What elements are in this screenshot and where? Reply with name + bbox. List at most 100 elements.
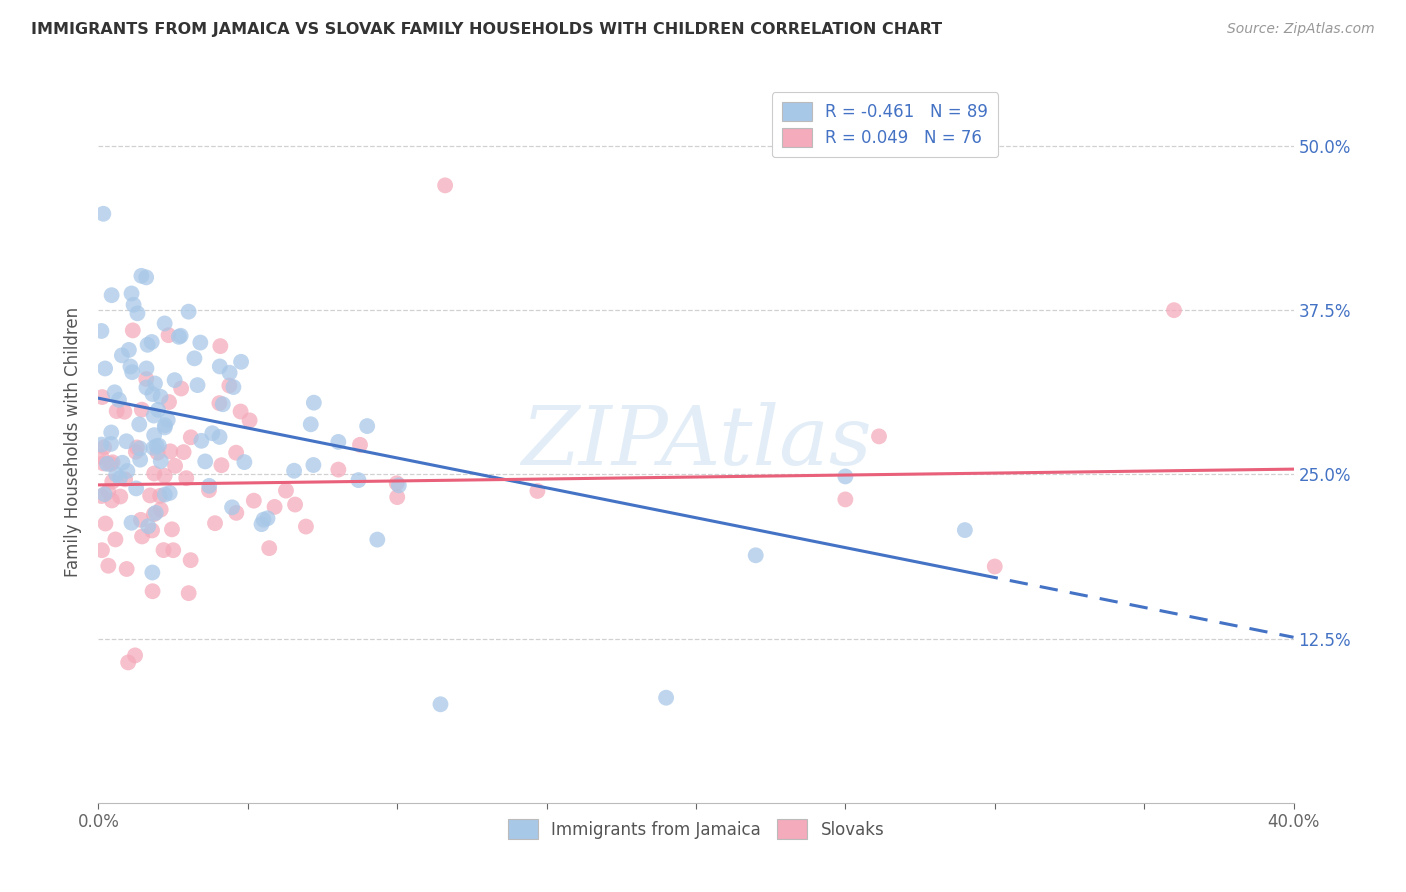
Point bbox=[157, 395, 180, 409]
Point bbox=[90, 450, 112, 464]
Point bbox=[135, 361, 157, 376]
Text: Source: ZipAtlas.com: Source: ZipAtlas.com bbox=[1227, 22, 1375, 37]
Point bbox=[356, 419, 378, 434]
Point bbox=[366, 533, 388, 547]
Point bbox=[526, 483, 548, 498]
Point bbox=[153, 420, 176, 434]
Point bbox=[198, 479, 221, 493]
Point bbox=[198, 483, 221, 498]
Point bbox=[128, 417, 150, 432]
Point bbox=[143, 376, 166, 391]
Text: ZIPAtlas: ZIPAtlas bbox=[520, 401, 872, 482]
Point bbox=[211, 397, 233, 411]
Point bbox=[97, 558, 120, 573]
Point bbox=[149, 454, 172, 468]
Point bbox=[121, 323, 143, 337]
Point bbox=[100, 288, 122, 302]
Point bbox=[299, 417, 322, 432]
Point bbox=[190, 434, 212, 448]
Point bbox=[93, 487, 115, 501]
Point bbox=[655, 690, 678, 705]
Point bbox=[263, 500, 285, 514]
Point bbox=[385, 476, 408, 491]
Point bbox=[302, 395, 325, 409]
Point bbox=[953, 523, 976, 537]
Point bbox=[349, 438, 371, 452]
Point bbox=[111, 348, 134, 362]
Point bbox=[295, 519, 318, 533]
Point bbox=[239, 413, 262, 427]
Point bbox=[125, 444, 148, 458]
Point bbox=[108, 471, 131, 485]
Point bbox=[186, 378, 208, 392]
Point bbox=[128, 442, 150, 456]
Point bbox=[153, 317, 176, 331]
Point bbox=[1163, 303, 1185, 318]
Point bbox=[101, 475, 124, 489]
Text: IMMIGRANTS FROM JAMAICA VS SLOVAK FAMILY HOUSEHOLDS WITH CHILDREN CORRELATION CH: IMMIGRANTS FROM JAMAICA VS SLOVAK FAMILY… bbox=[31, 22, 942, 37]
Point bbox=[100, 425, 122, 440]
Point bbox=[170, 382, 193, 396]
Point bbox=[91, 456, 114, 470]
Legend: Immigrants from Jamaica, Slovaks: Immigrants from Jamaica, Slovaks bbox=[498, 809, 894, 848]
Point bbox=[149, 502, 172, 516]
Point bbox=[194, 454, 217, 468]
Point bbox=[165, 458, 187, 473]
Point bbox=[117, 656, 139, 670]
Point bbox=[153, 487, 176, 501]
Point bbox=[122, 298, 145, 312]
Point bbox=[105, 404, 128, 418]
Point bbox=[142, 409, 165, 423]
Point bbox=[96, 457, 118, 471]
Point bbox=[146, 403, 169, 417]
Point bbox=[159, 444, 181, 458]
Point bbox=[141, 387, 163, 401]
Point bbox=[208, 359, 231, 374]
Point bbox=[834, 469, 856, 483]
Point bbox=[105, 467, 128, 482]
Point bbox=[135, 270, 157, 285]
Point bbox=[229, 404, 252, 418]
Point bbox=[90, 489, 112, 503]
Point bbox=[170, 328, 193, 343]
Point bbox=[149, 390, 172, 404]
Point bbox=[94, 361, 117, 376]
Point bbox=[129, 452, 152, 467]
Point bbox=[222, 380, 245, 394]
Point bbox=[101, 455, 124, 469]
Point bbox=[100, 457, 122, 471]
Point bbox=[233, 455, 256, 469]
Point bbox=[177, 586, 200, 600]
Point bbox=[284, 498, 307, 512]
Point bbox=[225, 446, 247, 460]
Point bbox=[157, 328, 180, 343]
Point bbox=[984, 559, 1007, 574]
Point bbox=[387, 490, 409, 504]
Point bbox=[108, 392, 131, 407]
Point bbox=[250, 517, 273, 532]
Point bbox=[114, 472, 136, 486]
Point bbox=[745, 549, 768, 563]
Point bbox=[90, 437, 112, 451]
Point bbox=[94, 516, 117, 531]
Point bbox=[115, 434, 138, 449]
Point bbox=[129, 513, 152, 527]
Point bbox=[208, 396, 231, 410]
Point bbox=[167, 330, 190, 344]
Point bbox=[252, 513, 274, 527]
Point bbox=[141, 524, 163, 538]
Point bbox=[135, 380, 157, 394]
Point bbox=[257, 541, 280, 556]
Point bbox=[274, 483, 297, 498]
Point bbox=[208, 430, 231, 444]
Point bbox=[434, 178, 457, 193]
Point bbox=[209, 339, 232, 353]
Point bbox=[136, 338, 159, 352]
Point bbox=[174, 471, 197, 485]
Point bbox=[143, 428, 166, 442]
Point bbox=[111, 456, 134, 470]
Point bbox=[115, 562, 138, 576]
Point bbox=[834, 492, 856, 507]
Point bbox=[101, 493, 124, 508]
Point bbox=[100, 437, 122, 451]
